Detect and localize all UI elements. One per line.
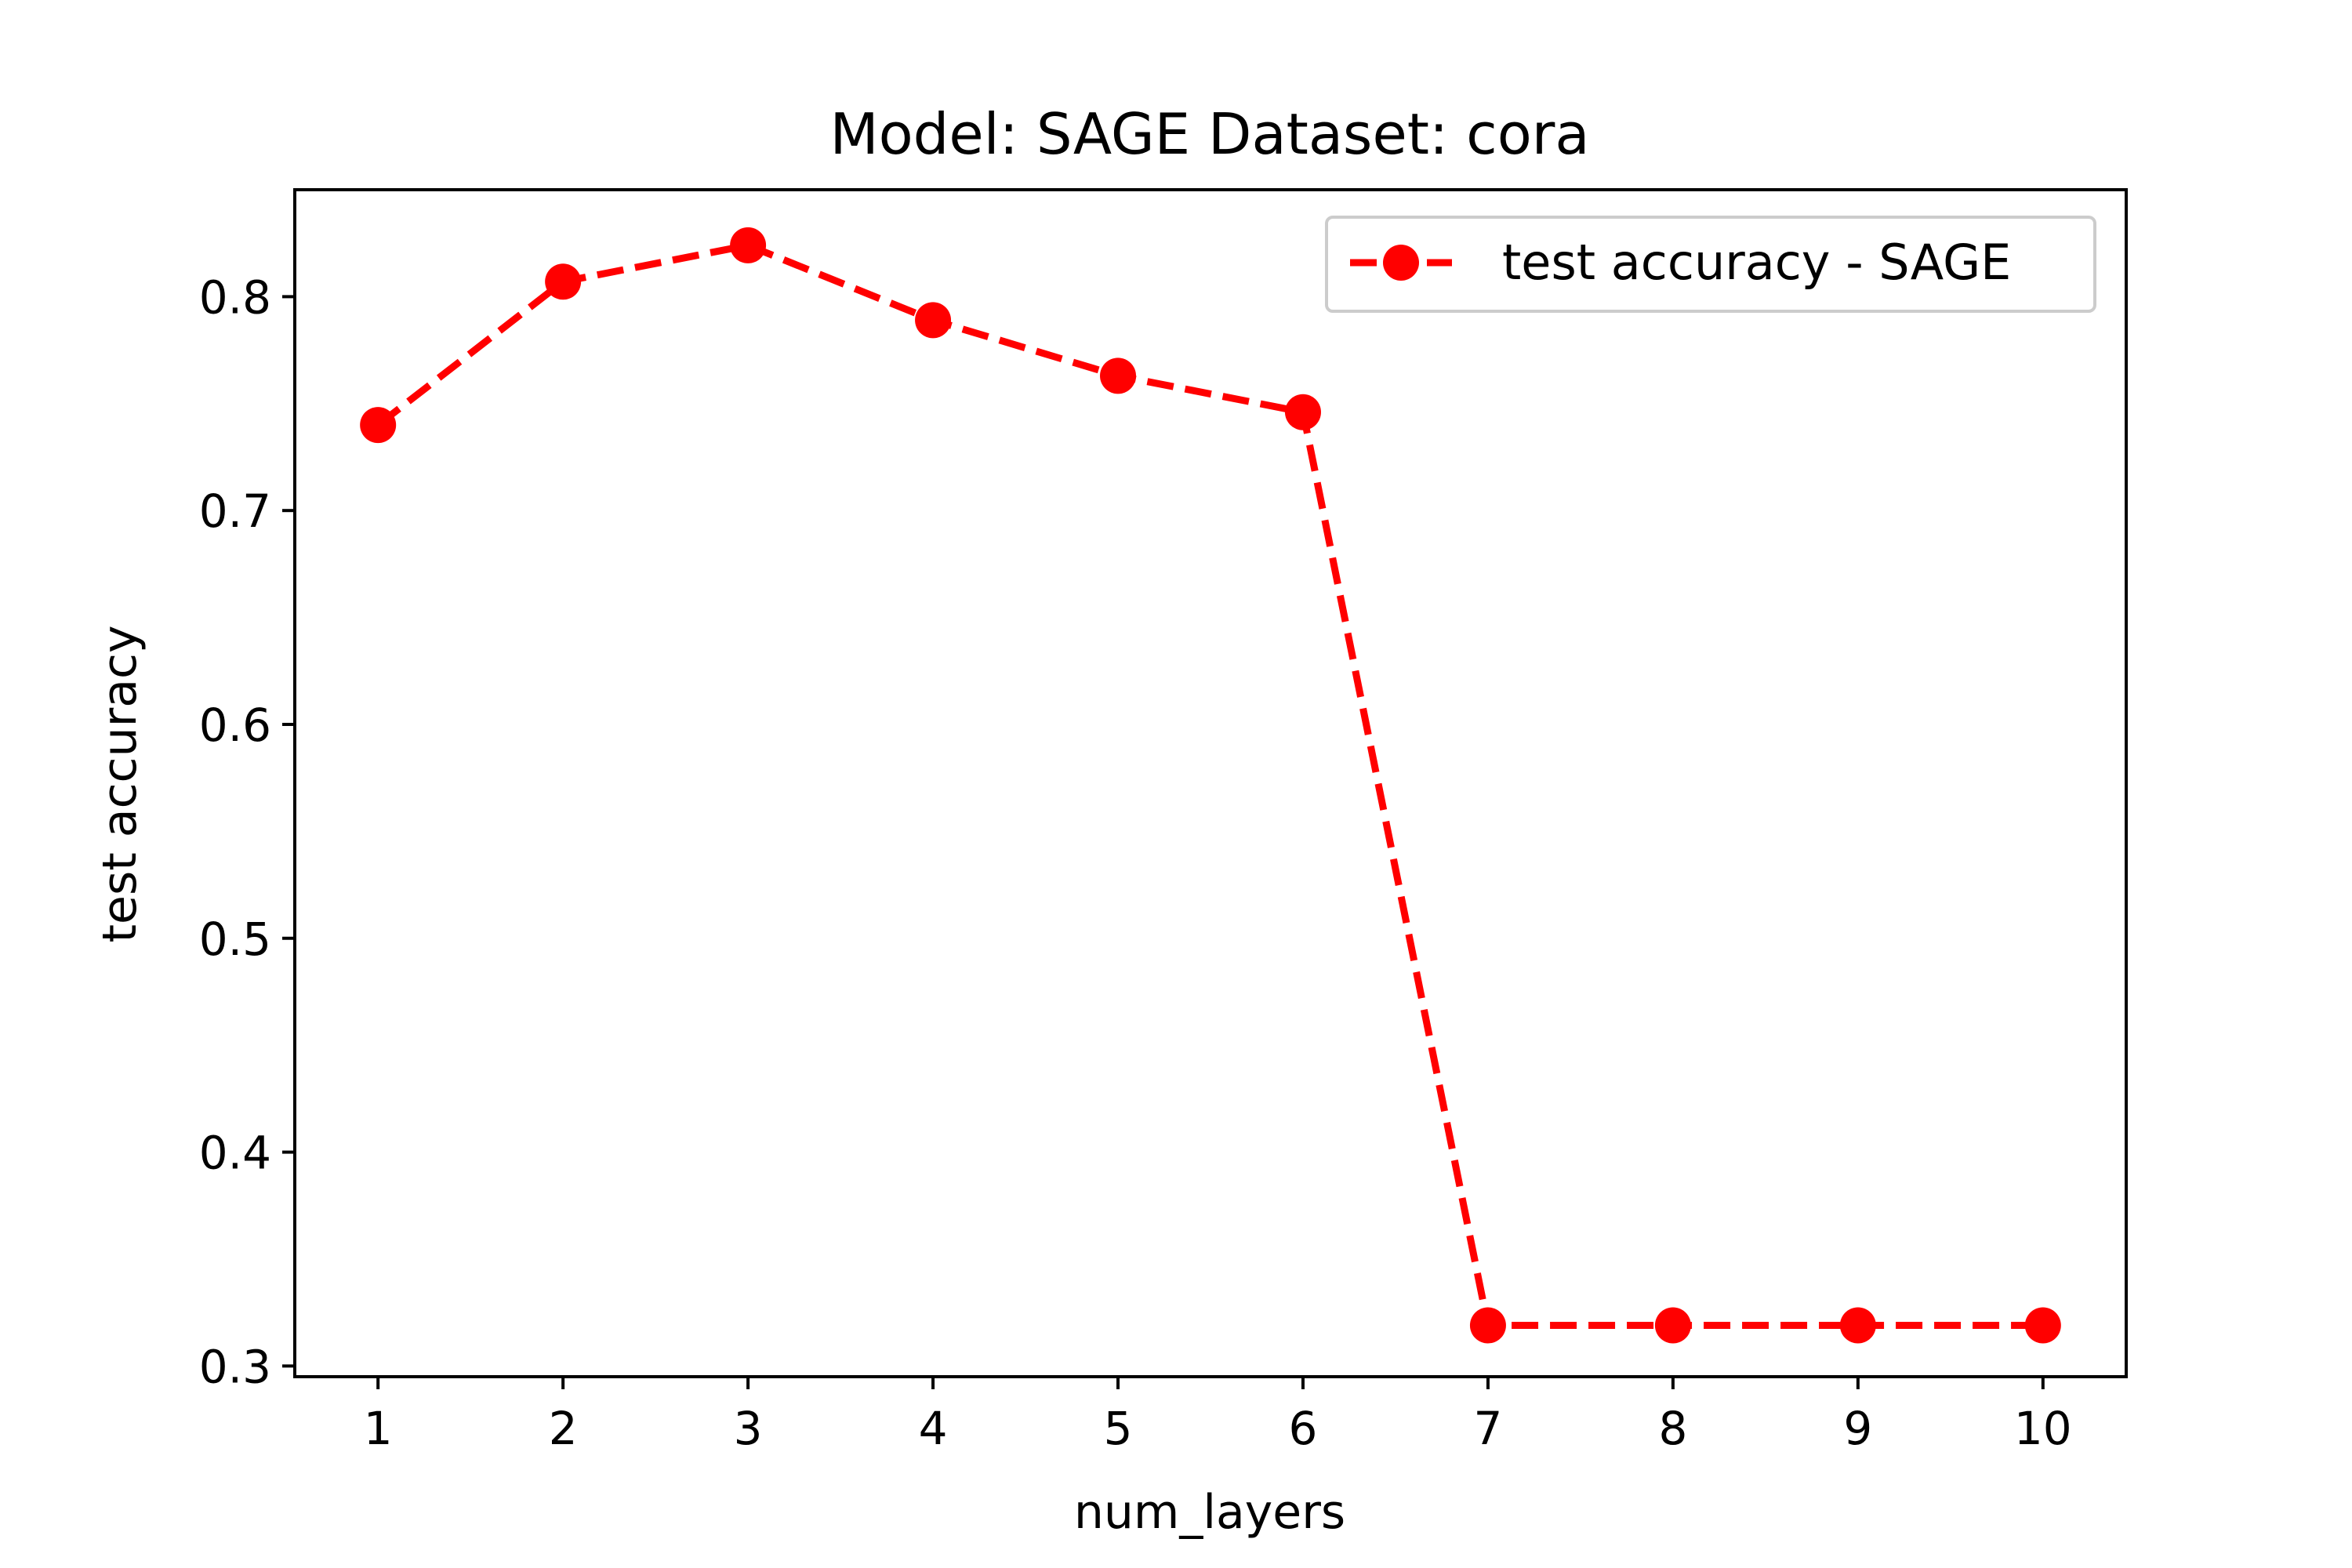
chart-title: Model: SAGE Dataset: cora [830,101,1590,167]
data-point-5 [1100,358,1137,394]
x-tick-label-6: 6 [1289,1402,1318,1455]
y-tick-label-0.8: 0.8 [199,270,271,324]
y-tick-label-0.4: 0.4 [199,1127,271,1180]
data-point-9 [1839,1307,1876,1344]
x-tick-label-5: 5 [1104,1402,1133,1455]
series-line-test-accuracy-sage [376,241,2043,1329]
data-point-8 [1654,1307,1691,1344]
x-tick-label-3: 3 [734,1402,763,1455]
x-tick-label-2: 2 [549,1402,578,1455]
legend-marker-sample [1383,245,1419,281]
y-axis: 0.3 0.4 0.5 0.6 0.7 0.8 [199,270,295,1393]
x-tick-label-7: 7 [1473,1402,1502,1455]
data-point-6 [1284,394,1321,430]
data-point-4 [915,302,952,339]
plot-area [293,188,2128,1378]
x-axis: 1 2 3 4 5 6 7 8 9 10 [364,1377,2072,1455]
x-tick-label-9: 9 [1843,1402,1872,1455]
x-tick-label-1: 1 [364,1402,393,1455]
y-axis-label: test accuracy [93,626,147,943]
data-point-3 [730,227,767,263]
data-point-1 [360,407,397,444]
data-point-2 [545,263,582,300]
legend-label: test accuracy - SAGE [1502,234,2011,291]
series-markers [360,227,2061,1344]
x-axis-label: num_layers [1074,1485,1345,1540]
y-tick-label-0.5: 0.5 [199,913,271,966]
x-tick-label-8: 8 [1658,1402,1687,1455]
data-point-10 [2024,1307,2061,1344]
y-tick-label-0.3: 0.3 [199,1340,271,1393]
legend: test accuracy - SAGE [1325,216,2096,313]
data-point-7 [1469,1307,1506,1344]
x-tick-label-10: 10 [2014,1402,2072,1455]
x-tick-label-4: 4 [919,1402,948,1455]
y-tick-label-0.6: 0.6 [199,699,271,752]
y-tick-label-0.7: 0.7 [199,485,271,538]
legend-box [1325,216,2096,313]
